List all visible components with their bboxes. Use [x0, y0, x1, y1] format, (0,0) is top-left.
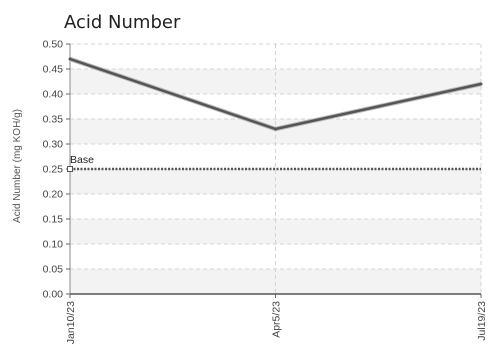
y-tick-label: 0.35	[43, 114, 64, 126]
y-tick-label: 0.20	[43, 189, 64, 201]
y-tick-label: 0.45	[43, 64, 64, 76]
x-axis-ticks: Jan10/23 Apr5/23 Jul19/23	[65, 294, 488, 344]
chart-title: Acid Number	[64, 12, 181, 33]
x-tick-label: Jul19/23	[476, 301, 488, 341]
data-point	[68, 57, 72, 61]
y-tick-label: 0.15	[43, 214, 64, 226]
plot-band	[70, 44, 481, 69]
plot-band	[70, 219, 481, 244]
gridlines	[69, 43, 482, 294]
baseline-group: Base	[67, 154, 481, 172]
y-tick-label: 0.50	[43, 39, 64, 51]
y-tick-label: 0.40	[43, 89, 64, 101]
y-tick-label: 0.10	[43, 239, 64, 251]
data-point	[274, 127, 277, 131]
data-point	[479, 82, 483, 86]
y-tick-label: 0.30	[43, 139, 64, 151]
y-tick-label: 0.25	[43, 164, 64, 176]
baseline-label: Base	[70, 154, 94, 166]
series-group	[68, 56, 483, 132]
baseline-marker	[67, 166, 73, 172]
x-tick-label: Apr5/23	[271, 301, 283, 338]
x-tick-label: Jan10/23	[65, 301, 77, 344]
y-tick-label: 0.00	[43, 289, 64, 301]
y-tick-label: 0.05	[43, 264, 64, 276]
y-axis-ticks: 0.00 0.05 0.10 0.15 0.20 0.25 0.30 0.35 0.40 0.45…	[43, 39, 70, 301]
y-axis-label: Acid Number (mg KOH/g)	[12, 109, 23, 223]
